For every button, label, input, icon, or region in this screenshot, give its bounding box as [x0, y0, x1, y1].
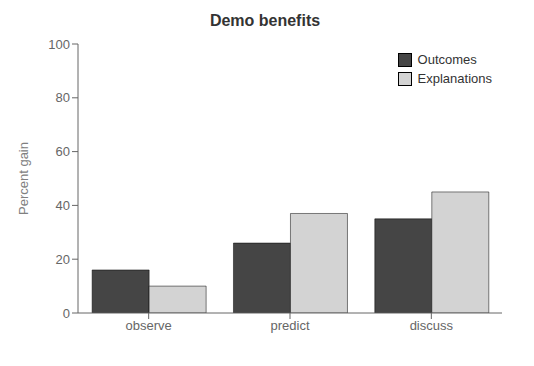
- html-text:Outcomes: Outcomes: [417, 52, 477, 67]
- svg-text:20: 20: [56, 252, 70, 267]
- svg-text:100: 100: [48, 37, 70, 52]
- svg-text:discuss: discuss: [410, 318, 454, 333]
- svg-text:Percent gain: Percent gain: [16, 142, 31, 215]
- svg-text:60: 60: [56, 144, 70, 159]
- html-text:Explanations: Explanations: [417, 71, 492, 86]
- svg-text:predict: predict: [270, 318, 309, 333]
- svg-text:80: 80: [56, 90, 70, 105]
- svg-text:40: 40: [56, 198, 70, 213]
- svg-text:0: 0: [63, 306, 70, 321]
- svg-text:observe: observe: [126, 318, 172, 333]
- html-text:Demo benefits: Demo benefits: [209, 12, 321, 29]
